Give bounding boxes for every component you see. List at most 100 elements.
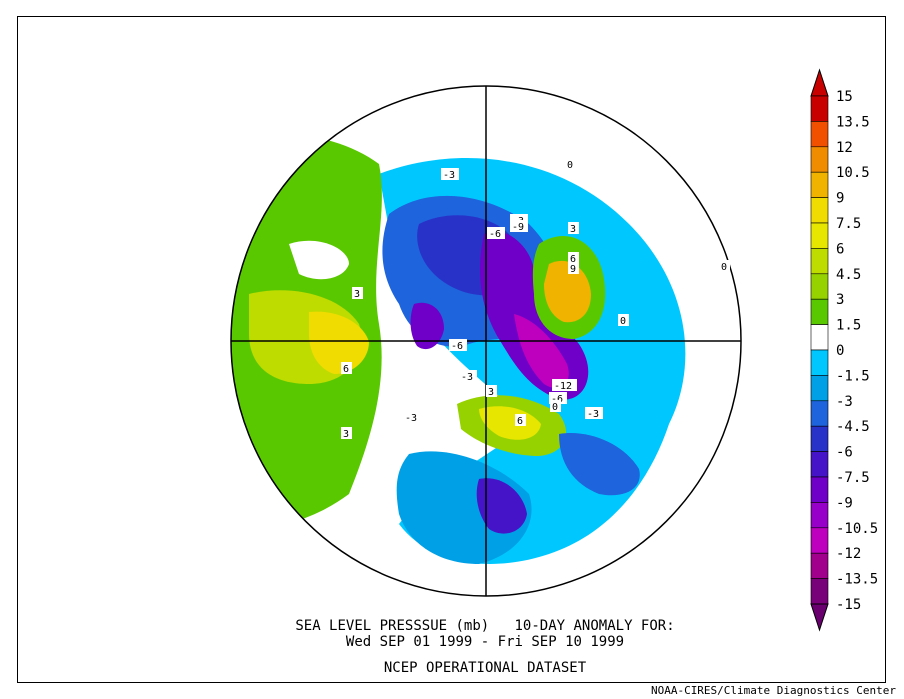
contour-label: 9 xyxy=(570,264,576,275)
negative-max-siberia xyxy=(514,314,569,388)
colorbar-swatch xyxy=(810,95,829,122)
contour-label: -9 xyxy=(512,222,524,233)
colorbar-swatch xyxy=(810,197,829,224)
colorbar-swatch xyxy=(810,349,829,376)
colorbar: 15 13.5 12 10.5 9 7.5 6 4.5 3 1.5 0 -1.5 -3 -4.5 -6 -7.… xyxy=(810,68,878,632)
credit-text: NOAA-CIRES/Climate Diagnostics Center xyxy=(650,684,896,697)
colorbar-swatch xyxy=(810,476,829,503)
plot-frame xyxy=(17,16,886,683)
colorbar-level-label: -9 xyxy=(836,495,853,511)
colorbar-level-label: -3 xyxy=(836,394,853,410)
contour-label: 0 xyxy=(552,402,558,413)
contour-label: -3 xyxy=(587,409,599,420)
contour-label-bg xyxy=(568,262,579,274)
contour-label-bg xyxy=(486,385,497,397)
colorbar-level-label: -13.5 xyxy=(836,572,878,588)
contour-label-bg xyxy=(585,407,603,419)
colorbar-level-label: -12 xyxy=(836,546,861,562)
colorbar-swatch xyxy=(810,527,829,554)
contour-label: 0 xyxy=(721,262,727,273)
anomaly-fields xyxy=(231,86,741,596)
colorbar-level-label: 4.5 xyxy=(836,267,861,283)
colorbar-swatch xyxy=(810,171,829,198)
contour-label: -3 xyxy=(461,372,473,383)
negative-region-north-atlantic xyxy=(559,433,640,496)
contour-label-bg xyxy=(568,252,579,264)
neutral-patch xyxy=(289,240,349,280)
colorbar-level-label: -15 xyxy=(836,597,861,613)
contour-label: -3 xyxy=(405,413,417,424)
colorbar-level-label: 15 xyxy=(836,89,853,105)
colorbar-level-label: -10.5 xyxy=(836,521,878,537)
contour-label: 6 xyxy=(570,254,576,265)
contour-label: 3 xyxy=(488,387,494,398)
contour-label-bg xyxy=(352,287,363,299)
contour-label: 3 xyxy=(570,224,576,235)
colorbar-swatch xyxy=(810,578,829,605)
contour-label-bg xyxy=(618,314,629,326)
colorbar-swatch xyxy=(810,425,829,452)
positive-max-pacific xyxy=(309,311,369,374)
colorbar-level-label: 3 xyxy=(836,292,844,308)
colorbar-level-label: 9 xyxy=(836,191,844,207)
colorbar-level-label: 10.5 xyxy=(836,165,870,181)
contour-label: 0 xyxy=(567,160,573,171)
contour-label: 0 xyxy=(620,316,626,327)
contour-label-bg xyxy=(441,168,459,180)
colorbar-swatch xyxy=(810,375,829,402)
colorbar-level-label: -4.5 xyxy=(836,419,870,435)
contour-label: -3 xyxy=(443,170,455,181)
title-line-2: Wed SEP 01 1999 - Fri SEP 10 1999 xyxy=(345,634,625,650)
contour-label-bg xyxy=(719,260,730,272)
contour-label-bg xyxy=(341,362,352,374)
contour-label-bg xyxy=(515,414,526,426)
contour-label: 6 xyxy=(343,364,349,375)
contour-label-bg xyxy=(487,227,505,239)
colorbar-swatch xyxy=(810,552,829,579)
colorbar-swatch xyxy=(810,298,829,325)
colorbar-swatch xyxy=(810,502,829,529)
contour-label: -6 xyxy=(489,229,501,240)
contour-label-bg xyxy=(552,379,577,391)
negative-core-canada xyxy=(410,302,444,350)
colorbar-level-label: 7.5 xyxy=(836,216,861,232)
title-line-3: NCEP OPERATIONAL DATASET xyxy=(383,660,587,676)
contour-label-bg xyxy=(550,400,561,412)
contour-label-bg xyxy=(565,158,576,170)
contour-label: -6 xyxy=(451,341,463,352)
colorbar-swatch xyxy=(810,273,829,300)
contour-label-bg xyxy=(459,370,477,382)
colorbar-bottom-arrow xyxy=(810,603,829,632)
colorbar-level-label: 1.5 xyxy=(836,318,861,334)
contour-label-bg xyxy=(510,220,528,232)
contour-label: 3 xyxy=(343,429,349,440)
colorbar-level-label: -6 xyxy=(836,445,853,461)
colorbar-level-label: -7.5 xyxy=(836,470,870,486)
contour-label: 3 xyxy=(354,289,360,300)
negative-core-north-america xyxy=(476,478,527,534)
contour-label: -6 xyxy=(551,394,563,405)
negative-region-north-america xyxy=(396,451,532,564)
contour-label-bg xyxy=(568,222,579,234)
colorbar-level-label: 12 xyxy=(836,140,853,156)
positive-max-eurasia xyxy=(544,260,591,323)
colorbar-level-label: -1.5 xyxy=(836,368,870,384)
colorbar-swatch xyxy=(810,121,829,148)
contour-label: 6 xyxy=(517,416,523,427)
colorbar-swatch xyxy=(810,146,829,173)
colorbar-level-label: 13.5 xyxy=(836,114,870,130)
title-line-1: SEA LEVEL PRESSSUE (mb) 10-DAY ANOMALY F… xyxy=(295,618,675,634)
contour-label-bg xyxy=(449,339,467,351)
colorbar-swatch xyxy=(810,222,829,249)
map-boundary xyxy=(230,85,742,597)
colorbar-top-arrow xyxy=(810,68,829,97)
colorbar-swatch xyxy=(810,324,829,351)
colorbar-swatch xyxy=(810,400,829,427)
contour-label: -12 xyxy=(554,381,572,392)
contour-label-bg xyxy=(403,411,421,423)
colorbar-swatch xyxy=(810,248,829,275)
colorbar-swatch xyxy=(810,451,829,478)
contour-label-bg xyxy=(341,427,352,439)
